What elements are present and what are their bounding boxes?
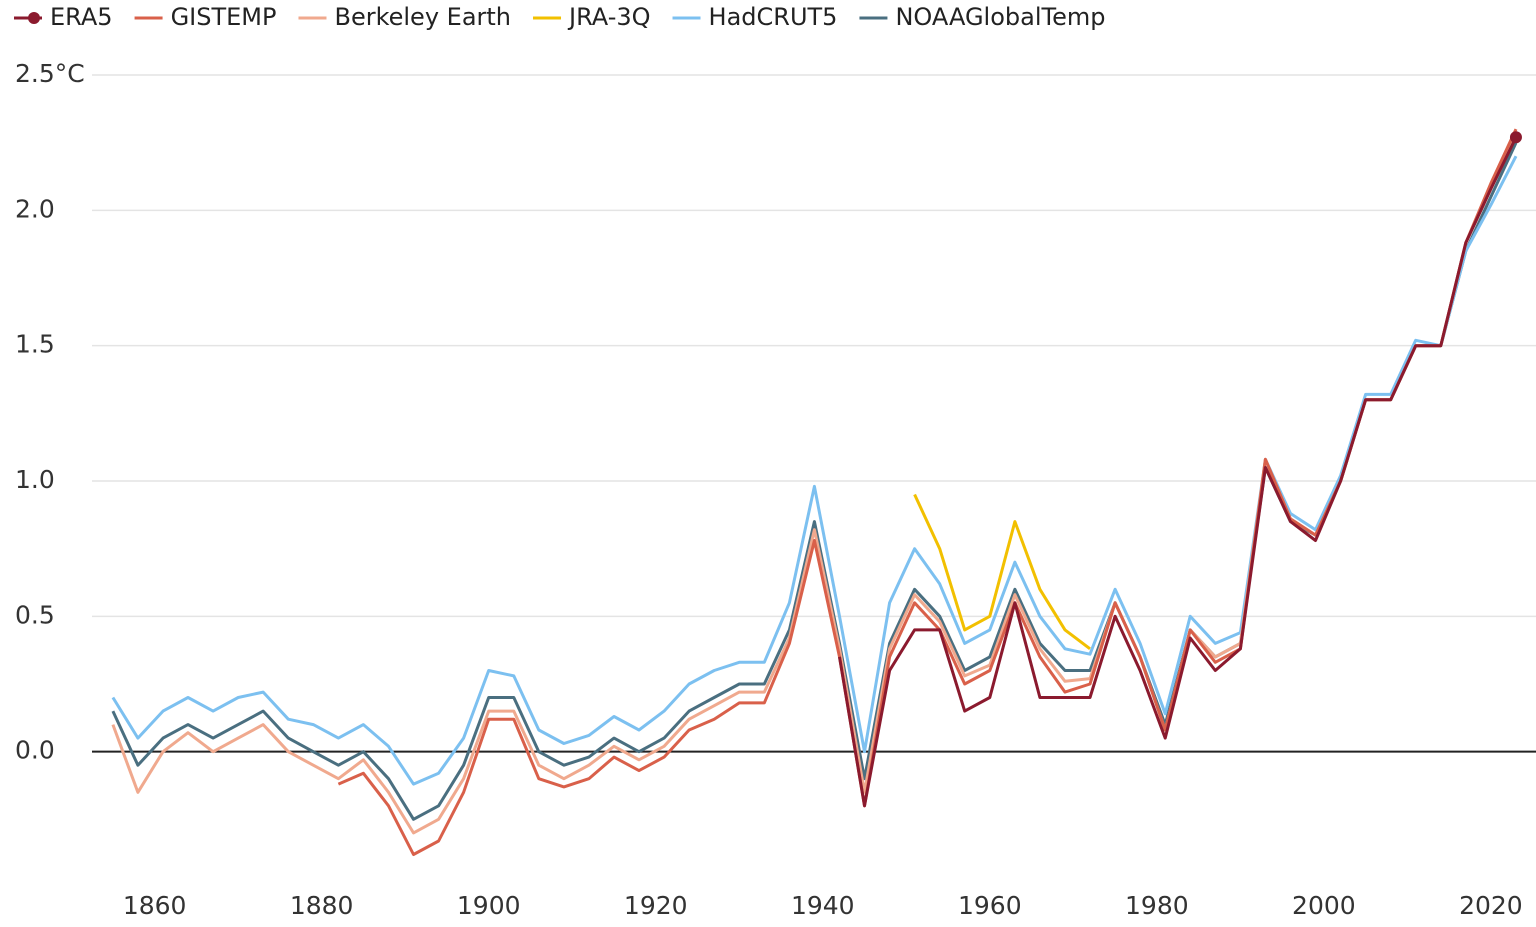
x-tick-label: 1860 bbox=[123, 891, 187, 920]
x-tick-label: 1960 bbox=[958, 891, 1022, 920]
legend-item: JRA-3Q bbox=[533, 3, 651, 31]
end-marker bbox=[1509, 131, 1522, 144]
legend-item: HadCRUT5 bbox=[672, 3, 838, 31]
legend-item: ERA5 bbox=[14, 3, 113, 31]
legend-label: JRA-3Q bbox=[567, 3, 651, 31]
x-tick-label: 2000 bbox=[1292, 891, 1356, 920]
legend-label: Berkeley Earth bbox=[334, 3, 511, 31]
series-line bbox=[913, 493, 1091, 650]
legend-label: ERA5 bbox=[50, 3, 113, 31]
y-tick-label: 2.0 bbox=[15, 194, 55, 223]
y-tick-label: 2.5°C bbox=[15, 59, 85, 88]
legend-item: GISTEMP bbox=[134, 3, 277, 31]
y-tick-label: 1.0 bbox=[15, 465, 55, 494]
x-tick-label: 2020 bbox=[1459, 891, 1523, 920]
x-tick-label: 1940 bbox=[791, 891, 855, 920]
legend-item: Berkeley Earth bbox=[298, 3, 511, 31]
x-tick-label: 1980 bbox=[1125, 891, 1189, 920]
y-tick-label: 0.5 bbox=[15, 600, 55, 629]
legend-item: NOAAGlobalTemp bbox=[859, 3, 1105, 31]
y-tick-label: 0.0 bbox=[15, 736, 55, 765]
series-line bbox=[838, 136, 1518, 808]
series-line bbox=[337, 128, 1518, 856]
x-tick-label: 1920 bbox=[624, 891, 688, 920]
y-tick-label: 1.5 bbox=[15, 330, 55, 359]
x-tick-label: 1900 bbox=[457, 891, 521, 920]
legend-label: NOAAGlobalTemp bbox=[895, 3, 1105, 31]
x-tick-label: 1880 bbox=[290, 891, 354, 920]
series-line bbox=[111, 133, 1518, 835]
legend-marker bbox=[28, 12, 40, 24]
legend-label: GISTEMP bbox=[171, 3, 277, 31]
legend-label: HadCRUT5 bbox=[709, 3, 838, 31]
series-line bbox=[111, 155, 1518, 786]
